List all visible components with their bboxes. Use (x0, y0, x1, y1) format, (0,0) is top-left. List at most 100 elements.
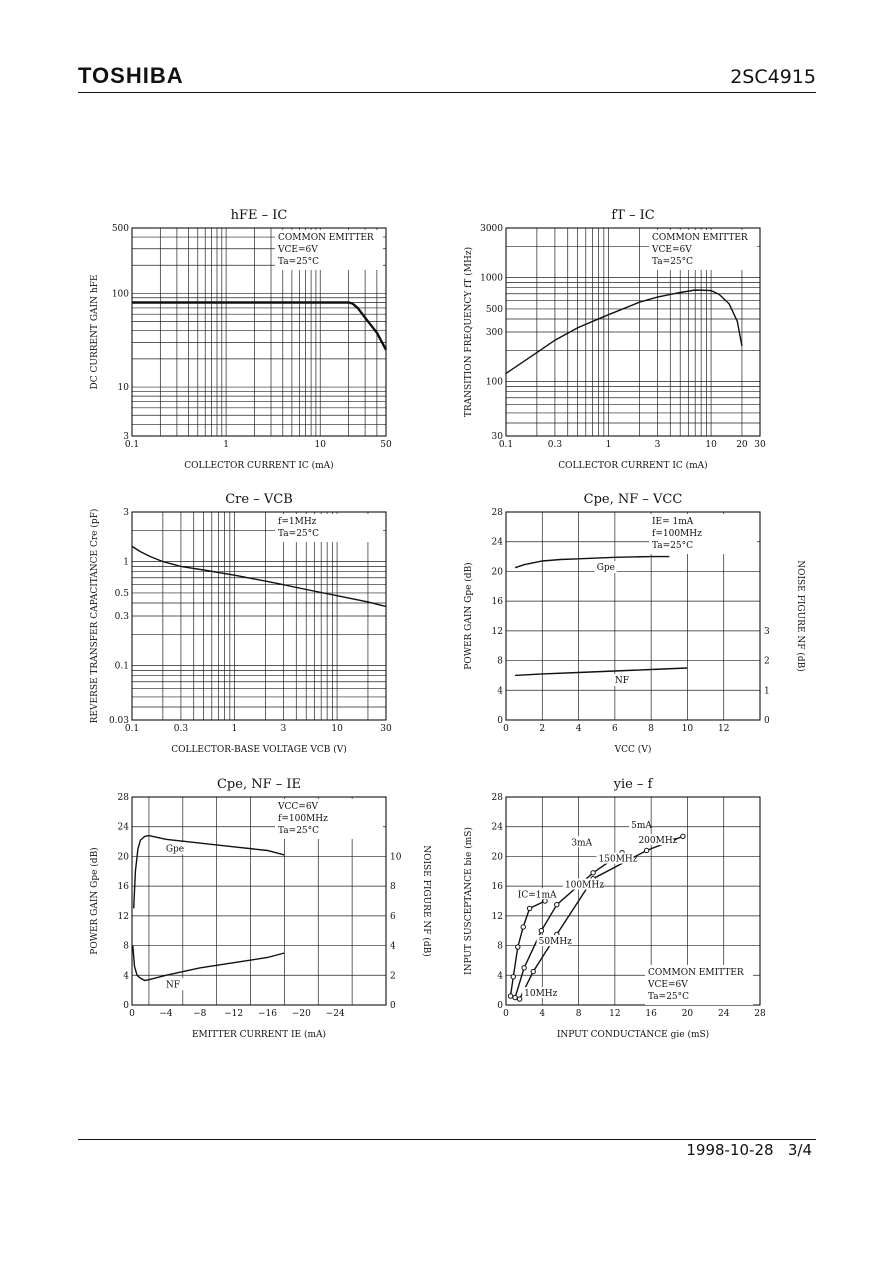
x-tick-label: 0 (129, 1009, 135, 1019)
footer: 1998-10-28 3/4 (686, 1141, 812, 1159)
condition-annotation: VCE=6V (651, 245, 692, 255)
data-point (510, 974, 516, 980)
condition-annotation: COMMON EMITTER (652, 233, 748, 243)
y-tick-label: 0.3 (115, 612, 130, 622)
x-tick-label: 1 (232, 724, 238, 734)
y-tick-label: 3 (123, 432, 129, 442)
x-tick-label: 30 (380, 724, 392, 734)
data-point (507, 993, 514, 999)
point-label-bg (629, 819, 650, 831)
x-tick-label: 3 (281, 724, 287, 734)
y-tick-label: 3 (123, 508, 129, 518)
x-tick-label: 0.3 (174, 724, 189, 734)
annotation-bg (275, 799, 383, 839)
data-point (521, 965, 527, 971)
footer-rule (78, 1139, 816, 1140)
x-tick-label: 12 (609, 1009, 620, 1019)
x-tick-label: 8 (576, 1009, 582, 1019)
y-tick-label: 16 (492, 597, 504, 607)
series-line-nf (515, 667, 688, 677)
point-label-bg (562, 878, 601, 890)
point-label-bg (596, 852, 635, 864)
x-tick-label: 0 (503, 724, 509, 734)
chart-title: Cpe, NF – IE (217, 777, 301, 792)
y-tick-label: 20 (118, 852, 130, 862)
y2-tick-label: 2 (764, 657, 770, 667)
y2-tick-label: 8 (390, 882, 396, 892)
chart-title: Cre – VCB (225, 492, 293, 507)
series-line-3ma (514, 852, 623, 998)
y-axis-label: TRANSITION FREQUENCY fT (MHz) (463, 247, 474, 417)
plot-frame-cpe_nf_ie (131, 796, 387, 1006)
footer-date: 1998-10-28 (686, 1141, 774, 1159)
point-label: 100MHz (565, 881, 604, 891)
annotation-bg (649, 230, 757, 270)
series-line-nf (132, 945, 285, 982)
condition-annotation: VCE=6V (647, 980, 688, 990)
y-tick-label: 8 (497, 942, 503, 952)
x-axis-label: COLLECTOR-BASE VOLTAGE VCB (V) (171, 744, 347, 755)
y-tick-label: 12 (118, 912, 129, 922)
series-line-5ma (518, 835, 684, 1000)
x-tick-label: 0.3 (548, 440, 563, 450)
x-tick-label: 24 (718, 1009, 730, 1019)
y-tick-label: 0.03 (109, 716, 129, 726)
annotation-bg (649, 514, 757, 554)
series-label: Gpe (597, 563, 615, 573)
condition-annotation: f=1MHz (278, 517, 317, 527)
y-tick-label: 28 (492, 508, 504, 518)
point-label: 5mA (631, 821, 652, 831)
y-tick-label: 8 (497, 657, 503, 667)
x-tick-label: 4 (576, 724, 582, 734)
y2-tick-label: 6 (390, 912, 396, 922)
y2-tick-label: 3 (764, 627, 770, 637)
x-axis-label: COLLECTOR CURRENT IC (mA) (558, 460, 707, 471)
annotation-bg (645, 965, 753, 1005)
page-header: TOSHIBA 2SC4915 (0, 0, 892, 100)
chart-cpe_nf_ie: 0 −4 −8 −12 −16 −20 −2404812162024280246810Cpe… (89, 777, 432, 1040)
point-label: 50MHz (539, 937, 573, 947)
x-tick-label: 28 (754, 1009, 766, 1019)
x-tick-label: −4 (159, 1009, 173, 1019)
series-line-ft_ic (505, 289, 743, 374)
x-tick-label: −16 (258, 1009, 277, 1019)
y-axis-label: POWER GAIN Gpe (dB) (89, 847, 100, 954)
chart-title: yie – f (613, 777, 654, 792)
y2-tick-label: 2 (390, 971, 396, 981)
y-tick-label: 24 (492, 823, 504, 833)
annotation-bg (275, 514, 383, 542)
point-label: 150MHz (599, 855, 638, 865)
y-tick-label: 4 (123, 971, 129, 981)
x-tick-label: 8 (648, 724, 654, 734)
y2-tick-label: 0 (764, 716, 770, 726)
data-point (538, 928, 545, 934)
grid-cre_vcb (131, 511, 387, 721)
data-point (680, 833, 686, 840)
series-line-ic=1ma (509, 900, 546, 997)
x-axis-label: VCC (V) (614, 744, 652, 755)
y2-axis-label: NOISE FIGURE NF (dB) (421, 845, 432, 957)
chart-title: hFE – IC (231, 208, 288, 223)
condition-annotation: VCC=6V (277, 802, 319, 812)
y-tick-label: 20 (492, 852, 504, 862)
x-tick-label: 6 (612, 724, 618, 734)
series-line-gpe (514, 555, 670, 569)
x-tick-label: 30 (754, 440, 766, 450)
data-point (590, 870, 596, 876)
condition-annotation: Ta=25°C (648, 992, 689, 1002)
series-label-bg (163, 978, 186, 991)
grid-ft_ic (505, 227, 761, 437)
x-axis-label: COLLECTOR CURRENT IC (mA) (184, 460, 333, 471)
y-axis-label: DC CURRENT GAIN hFE (90, 275, 100, 390)
y-tick-label: 3000 (480, 224, 503, 234)
y-tick-label: 24 (492, 538, 504, 548)
x-tick-label: 1 (606, 440, 612, 450)
series-label-bg (594, 561, 617, 574)
data-point (516, 996, 523, 1002)
x-axis-label: EMITTER CURRENT IE (mA) (192, 1029, 326, 1040)
plot-frame-cre_vcb (131, 511, 387, 721)
x-tick-label: 10 (331, 724, 343, 734)
y-tick-label: 4 (497, 971, 503, 981)
